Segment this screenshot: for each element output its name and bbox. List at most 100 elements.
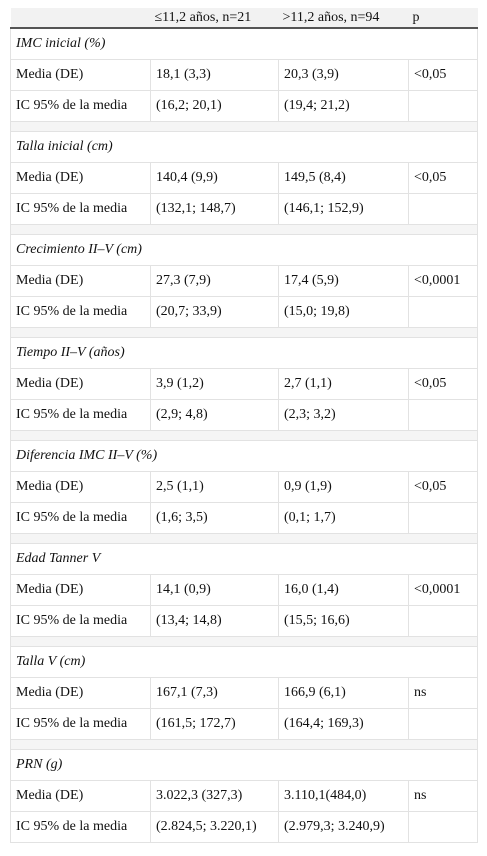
row-label: IC 95% de la media (10, 296, 151, 328)
cell: (1,6; 3,5) (150, 502, 279, 534)
group-title: PRN (g) (10, 749, 478, 781)
spacer-cell (10, 739, 478, 750)
data-row: IC 95% de la media (16,2; 20,1) (19,4; 21,… (10, 90, 478, 122)
cell: <0,0001 (408, 574, 478, 606)
group-title-row: Crecimiento II–V (cm) (10, 234, 478, 266)
cell (408, 296, 478, 328)
cell: (15,5; 16,6) (278, 605, 409, 637)
header-row: ≤11,2 años, n=21 >11,2 años, n=94 p (10, 8, 478, 29)
group-title-row: Diferencia IMC II–V (%) (10, 440, 478, 472)
data-row: Media (DE) 167,1 (7,3) 166,9 (6,1) ns (10, 677, 478, 709)
cell (408, 811, 478, 843)
spacer-cell (10, 224, 478, 235)
cell: (0,1; 1,7) (278, 502, 409, 534)
group-title: Tiempo II–V (años) (10, 337, 478, 369)
cell (408, 502, 478, 534)
cell: (2.979,3; 3.240,9) (278, 811, 409, 843)
group-title: Talla V (cm) (10, 646, 478, 678)
group-title-row: Talla V (cm) (10, 646, 478, 678)
spacer-row (10, 430, 478, 441)
spacer-cell (10, 121, 478, 132)
cell (408, 708, 478, 740)
cell: (132,1; 148,7) (150, 193, 279, 225)
data-row: IC 95% de la media (1,6; 3,5) (0,1; 1,7) (10, 502, 478, 534)
cell (408, 90, 478, 122)
data-row: IC 95% de la media (13,4; 14,8) (15,5; 16,… (10, 605, 478, 637)
row-label: Media (DE) (10, 59, 151, 91)
cell: 3.110,1(484,0) (278, 780, 409, 812)
row-label: Media (DE) (10, 265, 151, 297)
cell (408, 399, 478, 431)
row-label: Media (DE) (10, 780, 151, 812)
cell: 14,1 (0,9) (150, 574, 279, 606)
data-row: Media (DE) 140,4 (9,9) 149,5 (8,4) <0,05 (10, 162, 478, 194)
data-row: IC 95% de la media (2,9; 4,8) (2,3; 3,2) (10, 399, 478, 431)
cell: 27,3 (7,9) (150, 265, 279, 297)
group-title-row: PRN (g) (10, 749, 478, 781)
cell: 2,5 (1,1) (150, 471, 279, 503)
spacer-row (10, 739, 478, 750)
cell: <0,0001 (408, 265, 478, 297)
cell: (146,1; 152,9) (278, 193, 409, 225)
row-label: IC 95% de la media (10, 90, 151, 122)
row-label: Media (DE) (10, 368, 151, 400)
data-row: Media (DE) 2,5 (1,1) 0,9 (1,9) <0,05 (10, 471, 478, 503)
header-cell (10, 8, 151, 29)
group-title: IMC inicial (%) (10, 27, 478, 60)
cell: (2,3; 3,2) (278, 399, 409, 431)
cell: 3.022,3 (327,3) (150, 780, 279, 812)
group-title: Diferencia IMC II–V (%) (10, 440, 478, 472)
row-label: IC 95% de la media (10, 605, 151, 637)
cell: (161,5; 172,7) (150, 708, 279, 740)
cell: ns (408, 780, 478, 812)
row-label: IC 95% de la media (10, 502, 151, 534)
row-label: IC 95% de la media (10, 399, 151, 431)
group-title-row: Talla inicial (cm) (10, 131, 478, 163)
row-label: Media (DE) (10, 677, 151, 709)
cell: 0,9 (1,9) (278, 471, 409, 503)
cell: 2,7 (1,1) (278, 368, 409, 400)
cell: (13,4; 14,8) (150, 605, 279, 637)
data-row: Media (DE) 14,1 (0,9) 16,0 (1,4) <0,0001 (10, 574, 478, 606)
data-table: ≤11,2 años, n=21 >11,2 años, n=94 p IMC in… (10, 8, 478, 843)
group-title-row: Tiempo II–V (años) (10, 337, 478, 369)
cell: <0,05 (408, 59, 478, 91)
cell: ns (408, 677, 478, 709)
group-title: Crecimiento II–V (cm) (10, 234, 478, 266)
cell: 3,9 (1,2) (150, 368, 279, 400)
data-row: Media (DE) 3,9 (1,2) 2,7 (1,1) <0,05 (10, 368, 478, 400)
cell: (2,9; 4,8) (150, 399, 279, 431)
data-row: Media (DE) 27,3 (7,9) 17,4 (5,9) <0,0001 (10, 265, 478, 297)
row-label: IC 95% de la media (10, 193, 151, 225)
cell: 20,3 (3,9) (278, 59, 409, 91)
row-label: Media (DE) (10, 162, 151, 194)
cell: <0,05 (408, 162, 478, 194)
row-label: Media (DE) (10, 471, 151, 503)
spacer-row (10, 121, 478, 132)
row-label: Media (DE) (10, 574, 151, 606)
cell: (164,4; 169,3) (278, 708, 409, 740)
group-title-row: IMC inicial (%) (10, 27, 478, 60)
data-row: IC 95% de la media (20,7; 33,9) (15,0; 19,… (10, 296, 478, 328)
group-title-row: Edad Tanner V (10, 543, 478, 575)
cell: (15,0; 19,8) (278, 296, 409, 328)
row-label: IC 95% de la media (10, 708, 151, 740)
data-row: IC 95% de la media (2.824,5; 3.220,1) (2.9… (10, 811, 478, 843)
cell: 16,0 (1,4) (278, 574, 409, 606)
table-body: IMC inicial (%) Media (DE) 18,1 (3,3) 20,3 … (10, 27, 478, 843)
header-cell: ≤11,2 años, n=21 (150, 8, 279, 29)
cell: 17,4 (5,9) (278, 265, 409, 297)
cell: <0,05 (408, 471, 478, 503)
cell: 18,1 (3,3) (150, 59, 279, 91)
cell: (2.824,5; 3.220,1) (150, 811, 279, 843)
spacer-row (10, 327, 478, 338)
data-row: IC 95% de la media (161,5; 172,7) (164,4; … (10, 708, 478, 740)
cell (408, 605, 478, 637)
spacer-cell (10, 327, 478, 338)
cell: (19,4; 21,2) (278, 90, 409, 122)
cell: <0,05 (408, 368, 478, 400)
spacer-cell (10, 636, 478, 647)
cell: 149,5 (8,4) (278, 162, 409, 194)
data-row: Media (DE) 18,1 (3,3) 20,3 (3,9) <0,05 (10, 59, 478, 91)
